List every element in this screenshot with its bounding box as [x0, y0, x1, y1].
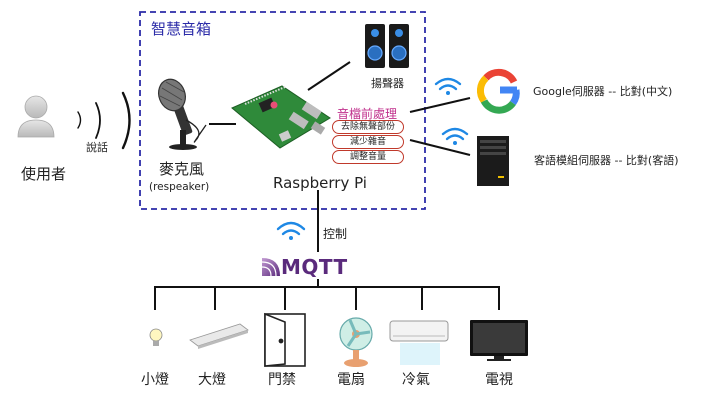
pi-to-google-line: [409, 97, 471, 113]
wifi-icon: [276, 221, 306, 240]
device-label: 大燈: [198, 372, 226, 388]
air-conditioner-icon: [389, 320, 449, 365]
raspberry-pi-icon: [231, 85, 331, 149]
device-label: 電視: [485, 372, 513, 388]
smart-speaker-boundary: [139, 11, 426, 210]
preprocess-title: 音檔前處理: [337, 107, 398, 121]
hakka-server-label: 客語模組伺服器 -- 比對(客語): [534, 154, 679, 167]
microphone-icon: [158, 78, 207, 150]
user-label: 使用者: [21, 165, 67, 183]
wifi-icon: [441, 127, 469, 145]
speaker-label: 揚聲器: [371, 77, 404, 90]
preprocess-step: 去除無聲部份: [332, 120, 404, 134]
tube-light-icon: [189, 323, 249, 349]
microphone-sublabel: (respeaker): [149, 181, 210, 193]
pi-to-hakka-line: [409, 139, 471, 156]
speech-label: 說話: [86, 141, 108, 154]
speech-waves-icon: [77, 91, 131, 150]
device-label: 電扇: [337, 372, 365, 388]
device-tree-lines: [154, 279, 500, 310]
door-icon: [264, 312, 306, 367]
tv-icon: [470, 320, 528, 361]
wifi-icon: [434, 77, 462, 95]
device-label: 冷氣: [402, 372, 430, 388]
mqtt-logo-icon: [261, 258, 280, 277]
device-label: 小燈: [141, 372, 169, 388]
smart-speaker-title: 智慧音箱: [151, 20, 212, 38]
microphone-label: 麥克風: [159, 160, 205, 178]
fan-icon: [339, 317, 373, 367]
server-icon: [477, 136, 509, 186]
pi-to-speaker-line: [307, 61, 351, 91]
device-label: 門禁: [268, 372, 296, 388]
bulb-icon: [149, 328, 163, 346]
preprocess-step: 調整音量: [332, 150, 404, 164]
preprocess-step: 減少雜音: [332, 135, 404, 149]
google-server-label: Google伺服器 -- 比對(中文): [533, 85, 673, 98]
control-label: 控制: [323, 227, 348, 241]
mqtt-label: MQTT: [281, 255, 348, 279]
google-logo-icon: [476, 68, 520, 114]
speaker-icon: [365, 24, 409, 68]
raspberry-pi-label: Raspberry Pi: [273, 174, 367, 192]
user-icon: [17, 95, 55, 138]
